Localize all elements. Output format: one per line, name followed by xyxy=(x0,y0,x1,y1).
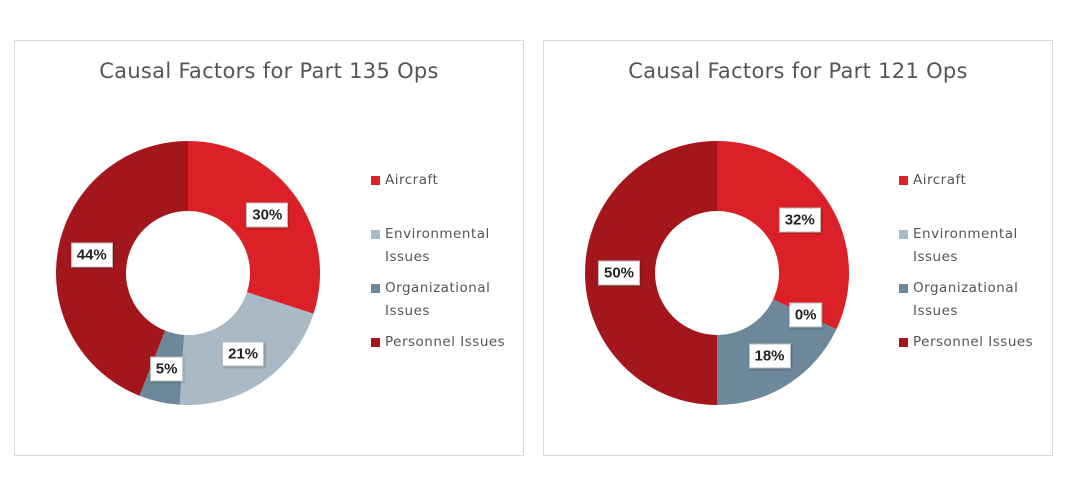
data-label: 0% xyxy=(788,302,823,328)
data-label: 44% xyxy=(70,242,113,268)
legend-label: Personnel Issues xyxy=(913,334,1034,350)
legend-swatch xyxy=(371,230,380,239)
legend-swatch xyxy=(371,284,380,293)
legend: Aircraft Environmental Issues Organizati… xyxy=(371,169,521,362)
legend-item-environmental: Environmental Issues xyxy=(899,223,1049,269)
legend-item-personnel: Personnel Issues xyxy=(899,331,1049,354)
legend-swatch xyxy=(371,176,380,185)
legend-item-organizational: Organizational Issues xyxy=(899,277,1049,323)
chart-title: Causal Factors for Part 135 Ops xyxy=(99,59,439,83)
legend-label: Organizational Issues xyxy=(385,280,491,319)
legend-swatch xyxy=(899,338,908,347)
legend-item-environmental: Environmental Issues xyxy=(371,223,521,269)
legend-label: Environmental Issues xyxy=(385,226,490,265)
legend-item-aircraft: Aircraft xyxy=(371,169,521,192)
data-label: 30% xyxy=(246,202,289,228)
chart-panel-part-135: Causal Factors for Part 135 Ops Aircraft… xyxy=(14,40,524,456)
legend-swatch xyxy=(899,284,908,293)
data-label: 18% xyxy=(748,343,791,369)
legend-label: Personnel Issues xyxy=(385,334,506,350)
legend: Aircraft Environmental Issues Organizati… xyxy=(899,169,1049,362)
data-label: 21% xyxy=(222,341,265,367)
data-label: 50% xyxy=(597,260,641,286)
legend-swatch xyxy=(899,176,908,185)
donut-slice-personnel-issues xyxy=(55,141,189,396)
legend-swatch xyxy=(899,230,908,239)
legend-label: Environmental Issues xyxy=(913,226,1018,265)
data-label: 32% xyxy=(778,207,821,233)
legend-item-aircraft: Aircraft xyxy=(899,169,1049,192)
legend-item-personnel: Personnel Issues xyxy=(371,331,521,354)
legend-label: Aircraft xyxy=(913,172,967,188)
legend-item-organizational: Organizational Issues xyxy=(371,277,521,323)
donut-slice-personnel-issues xyxy=(585,141,717,405)
donut-slice-aircraft xyxy=(717,141,849,330)
legend-label: Aircraft xyxy=(385,172,439,188)
data-label: 5% xyxy=(149,356,184,382)
chart-title: Causal Factors for Part 121 Ops xyxy=(628,59,968,83)
legend-label: Organizational Issues xyxy=(913,280,1019,319)
chart-panel-part-121: Causal Factors for Part 121 Ops Aircraft… xyxy=(543,40,1053,456)
legend-swatch xyxy=(371,338,380,347)
